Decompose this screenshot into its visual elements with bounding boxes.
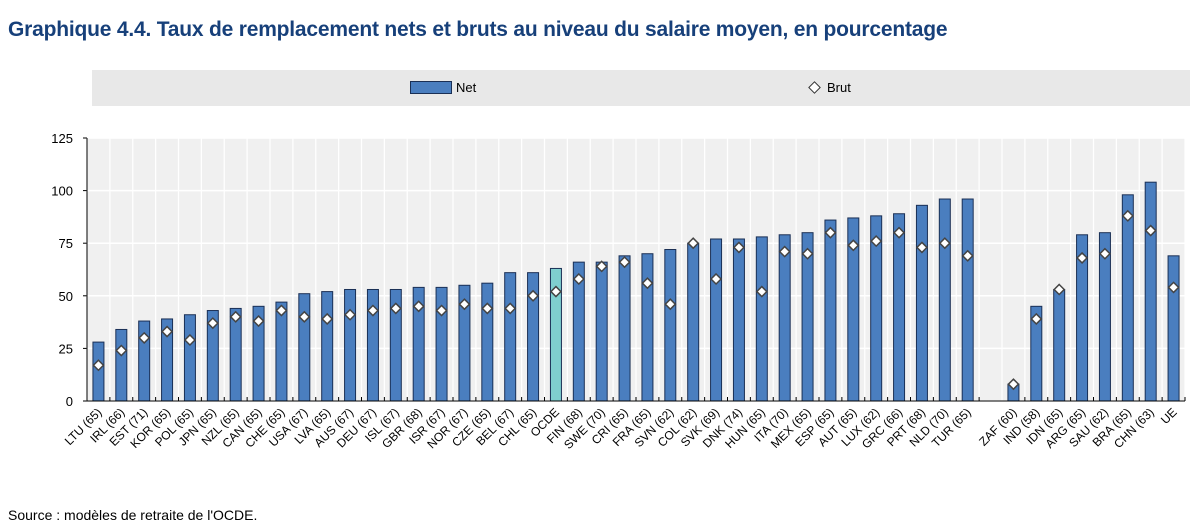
marker-brut xyxy=(275,304,288,317)
marker-brut xyxy=(595,260,608,273)
y-tick-label: 25 xyxy=(59,341,73,356)
y-tick-label: 100 xyxy=(51,184,73,199)
marker-brut xyxy=(1030,312,1043,326)
legend-brut: Brut xyxy=(808,80,851,95)
marker-brut xyxy=(366,304,379,317)
bar-net xyxy=(1167,255,1180,402)
bar-net xyxy=(664,249,677,402)
source-note: Source : modèles de retraite de l'OCDE. xyxy=(8,507,258,523)
bar-net xyxy=(938,198,951,402)
marker-brut xyxy=(961,249,974,262)
bar-net xyxy=(115,328,128,402)
bar-net xyxy=(961,198,974,402)
y-tick-label: 125 xyxy=(51,131,73,146)
marker-brut xyxy=(641,277,654,290)
y-tick-label: 50 xyxy=(59,289,73,304)
y-tick-label: 75 xyxy=(59,236,73,251)
bar-net xyxy=(1144,181,1157,402)
legend-net-swatch xyxy=(410,81,452,94)
bar-net xyxy=(1053,288,1066,402)
marker-brut xyxy=(161,325,174,338)
marker-brut xyxy=(435,304,448,317)
marker-brut xyxy=(92,359,105,372)
bar-net xyxy=(824,219,837,402)
bar-net xyxy=(778,234,791,402)
bar-net xyxy=(893,213,906,402)
marker-brut xyxy=(1076,251,1089,264)
marker-brut xyxy=(206,317,219,330)
marker-brut xyxy=(664,298,677,311)
marker-brut xyxy=(229,310,242,323)
marker-brut xyxy=(1167,281,1180,294)
marker-brut xyxy=(115,344,128,357)
bar-net xyxy=(321,291,334,402)
marker-brut xyxy=(1098,247,1111,260)
marker-brut xyxy=(801,247,814,260)
marker-brut xyxy=(710,272,723,286)
marker-brut xyxy=(938,237,951,250)
marker-brut xyxy=(915,241,928,254)
marker-brut xyxy=(1144,224,1157,237)
bar-net xyxy=(732,238,745,402)
bar-net xyxy=(710,238,723,402)
marker-brut xyxy=(572,272,585,286)
marker-brut xyxy=(183,333,196,347)
legend-net-label: Net xyxy=(456,80,477,95)
marker-brut xyxy=(824,226,837,239)
marker-brut xyxy=(687,237,700,250)
marker-brut xyxy=(138,331,151,344)
bar-net xyxy=(504,272,517,402)
y-tick-label: 0 xyxy=(66,394,73,409)
marker-brut xyxy=(527,289,540,302)
marker-brut xyxy=(618,256,631,269)
legend-net: Net xyxy=(410,80,476,95)
legend-brut-label: Brut xyxy=(827,80,851,95)
marker-brut xyxy=(778,245,791,258)
marker-brut xyxy=(412,300,425,313)
bar-net xyxy=(641,253,654,402)
bar-net xyxy=(687,242,700,402)
marker-brut xyxy=(1053,283,1066,296)
marker-brut xyxy=(481,302,494,315)
marker-brut xyxy=(252,314,265,328)
marker-brut xyxy=(893,226,906,239)
marker-brut xyxy=(732,241,745,254)
marker-brut xyxy=(298,310,311,323)
bar-net xyxy=(1121,194,1134,402)
marker-brut xyxy=(847,239,860,252)
bar-net xyxy=(481,282,494,402)
marker-brut xyxy=(755,285,768,298)
bar-net xyxy=(595,261,608,402)
marker-brut xyxy=(344,308,357,321)
marker-brut xyxy=(458,298,471,311)
marker-brut xyxy=(321,312,334,326)
bar-net xyxy=(755,236,768,402)
x-tick-label: UE xyxy=(1158,405,1180,427)
marker-brut xyxy=(1121,209,1134,222)
bar-net xyxy=(275,301,288,402)
marker-brut xyxy=(389,302,402,315)
bar-net xyxy=(618,255,631,402)
marker-brut xyxy=(1007,378,1020,391)
bar-net xyxy=(298,293,311,402)
bar-net xyxy=(915,204,928,402)
marker-brut xyxy=(504,302,517,315)
bar-net xyxy=(435,286,448,402)
marker-brut xyxy=(549,285,562,298)
legend: Net Brut xyxy=(92,70,1190,106)
chart-title: Graphique 4.4. Taux de remplacement nets… xyxy=(8,18,948,41)
marker-brut xyxy=(870,235,883,248)
bar-net xyxy=(344,288,357,402)
bar-net xyxy=(183,314,196,402)
bar-net xyxy=(92,341,105,402)
